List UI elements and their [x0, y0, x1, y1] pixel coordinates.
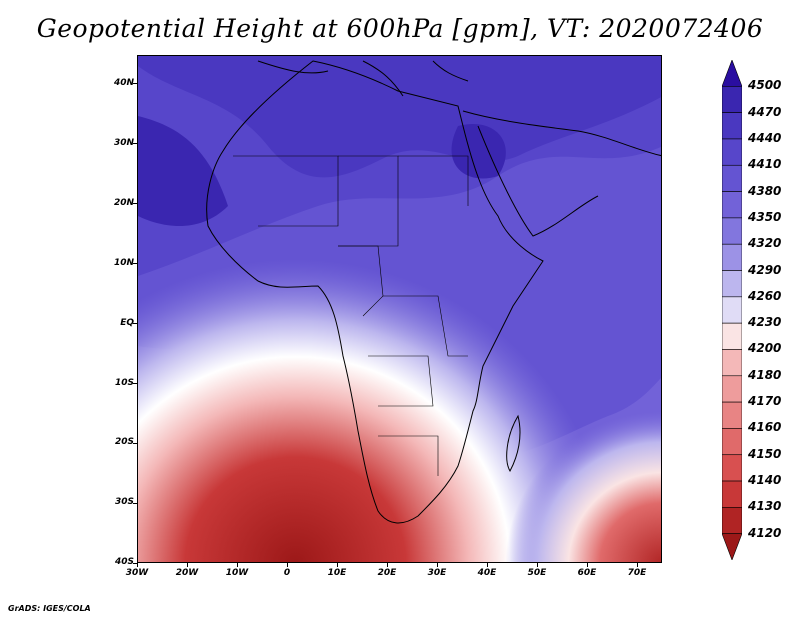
lat-tick: [133, 143, 137, 144]
colorbar-label-4160: 4160: [748, 420, 782, 435]
field-trough-south-indian: [138, 56, 661, 562]
colorbar: [722, 60, 742, 560]
lon-tick: [537, 563, 538, 567]
lat-tick: [133, 563, 137, 564]
colorbar-label-4200: 4200: [748, 341, 782, 356]
lon-label-30w: 30W: [125, 568, 149, 578]
colorbar-swatch-6: [722, 217, 742, 245]
lon-tick: [187, 563, 188, 567]
lat-label-30s: 30S: [114, 497, 134, 507]
lon-tick: [637, 563, 638, 567]
lat-tick: [133, 443, 137, 444]
colorbar-label-4120: 4120: [748, 525, 782, 540]
lon-label-10e: 10E: [327, 568, 347, 578]
colorbar-swatch-2: [722, 112, 742, 140]
lon-label-60e: 60E: [577, 568, 597, 578]
colorbar-swatch-16: [722, 480, 742, 508]
credit-text: GrADS: IGES/COLA: [8, 604, 91, 613]
colorbar-label-4500: 4500: [748, 78, 782, 93]
border-southern-africa: [368, 355, 434, 407]
border-central-africa: [338, 245, 384, 317]
lon-tick: [387, 563, 388, 567]
lat-label-20n: 20N: [113, 198, 134, 208]
lon-tick: [237, 563, 238, 567]
colorbar-label-4410: 4410: [748, 157, 782, 172]
colorbar-swatch-1: [722, 86, 742, 113]
colorbar-label-4440: 4440: [748, 130, 782, 145]
country-borders: [233, 155, 469, 476]
colorbar-label-4150: 4150: [748, 446, 782, 461]
colorbar-label-4260: 4260: [748, 288, 782, 303]
border-east-africa: [383, 295, 468, 357]
lat-tick: [133, 503, 137, 504]
colorbar-label-4290: 4290: [748, 262, 782, 277]
africa-coastline: [206, 60, 544, 524]
colorbar-label-4320: 4320: [748, 236, 782, 251]
map-panel: [137, 55, 662, 563]
colorbar-label-4140: 4140: [748, 473, 782, 488]
lat-label-10s: 10S: [114, 378, 134, 388]
colorbar-label-4380: 4380: [748, 183, 782, 198]
lon-label-20w: 20W: [175, 568, 199, 578]
lat-label-40s: 40S: [114, 557, 134, 567]
colorbar-swatch-18: [722, 533, 742, 560]
colorbar-swatch-13: [722, 401, 742, 429]
lon-label-20e: 20E: [377, 568, 397, 578]
colorbar-swatch-15: [722, 454, 742, 482]
colorbar-swatch-10: [722, 322, 742, 350]
colorbar-label-4130: 4130: [748, 499, 782, 514]
lat-tick: [133, 263, 137, 264]
lon-label-30e: 30E: [427, 568, 447, 578]
madagascar-coastline: [506, 414, 521, 473]
colorbar-swatch-12: [722, 375, 742, 403]
lat-tick: [133, 323, 137, 324]
colorbar-swatch-3: [722, 138, 742, 166]
lat-label-30n: 30N: [113, 138, 134, 148]
border-west-sahara: [233, 155, 339, 227]
lon-label-10w: 10W: [225, 568, 249, 578]
colorbar-label-4350: 4350: [748, 209, 782, 224]
lat-tick: [133, 83, 137, 84]
colorbar-swatch-17: [722, 507, 742, 534]
border-egypt-libya: [398, 155, 469, 206]
colorbar-swatch-11: [722, 349, 742, 377]
greece-coastline: [432, 60, 469, 82]
lon-label-70e: 70E: [627, 568, 647, 578]
lat-label-20s: 20S: [114, 437, 134, 447]
colorbar-label-4180: 4180: [748, 367, 782, 382]
geopotential-field-map: [138, 56, 661, 562]
lon-tick: [137, 563, 138, 567]
colorbar-label-4470: 4470: [748, 104, 782, 119]
colorbar-swatch-9: [722, 296, 742, 324]
italy-coastline: [362, 60, 404, 97]
lat-label-10n: 10N: [113, 258, 134, 268]
colorbar-label-4170: 4170: [748, 394, 782, 409]
iberia-coastline: [257, 60, 329, 74]
colorbar-swatch-14: [722, 428, 742, 456]
lon-label-40e: 40E: [477, 568, 497, 578]
colorbar-swatch-7: [722, 243, 742, 271]
lon-tick: [437, 563, 438, 567]
lat-label-eq: EQ: [120, 318, 134, 328]
mideast-coastline: [462, 110, 661, 157]
colorbar-swatch-0: [722, 60, 742, 87]
colorbar-swatch-8: [722, 270, 742, 298]
coastlines: [206, 60, 661, 524]
lat-tick: [133, 203, 137, 204]
lat-tick: [133, 383, 137, 384]
lon-tick: [337, 563, 338, 567]
chart-title: Geopotential Height at 600hPa [gpm], VT:…: [36, 14, 764, 43]
colorbar-swatch-5: [722, 191, 742, 219]
arabia-coastline: [477, 125, 599, 237]
lon-tick: [287, 563, 288, 567]
lon-label-0: 0: [283, 568, 291, 578]
lat-label-40n: 40N: [113, 78, 134, 88]
colorbar-swatch-4: [722, 164, 742, 192]
border-south-africa: [378, 435, 439, 476]
lon-tick: [487, 563, 488, 567]
lon-tick: [587, 563, 588, 567]
colorbar-label-4230: 4230: [748, 315, 782, 330]
lon-label-50e: 50E: [527, 568, 547, 578]
